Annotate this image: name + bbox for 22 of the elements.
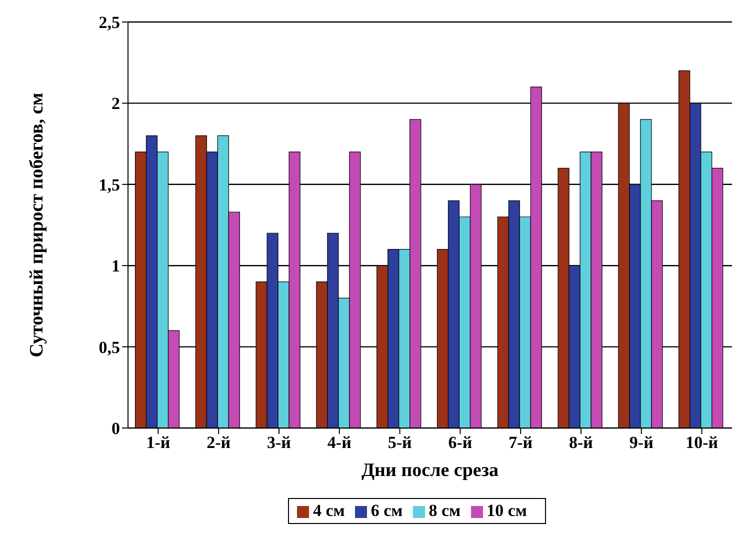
x-tick-label: 7-й: [508, 433, 533, 452]
x-tick-label: 1-й: [146, 433, 170, 452]
x-tick-label: 5-й: [388, 433, 412, 452]
x-tick-label: 4-й: [327, 433, 352, 452]
y-tick-label: 2: [112, 94, 120, 114]
y-tick-label: 2,5: [98, 13, 120, 32]
y-axis-title: Суточный прирост побегов, см: [26, 92, 48, 358]
x-tick-label: 8-й: [569, 433, 594, 452]
y-tick-label: 1: [112, 256, 120, 276]
x-tick-label: 9-й: [629, 433, 654, 452]
y-tick-label: 0,5: [98, 338, 120, 357]
legend-label: 6 см: [370, 501, 403, 520]
legend-label: 8 см: [428, 501, 461, 520]
y-tick-label: 1,5: [98, 175, 120, 194]
x-tick-label: 2-й: [206, 433, 231, 452]
x-axis-title: Дни после среза: [361, 460, 499, 481]
x-tick-label: 3-й: [267, 433, 292, 452]
x-tick-label: 6-й: [448, 433, 472, 452]
x-tick-label: 10-й: [686, 433, 718, 452]
legend-label: 4 см: [313, 501, 345, 520]
y-tick-label: 0: [112, 419, 120, 438]
legend-label: 10 см: [486, 501, 527, 520]
